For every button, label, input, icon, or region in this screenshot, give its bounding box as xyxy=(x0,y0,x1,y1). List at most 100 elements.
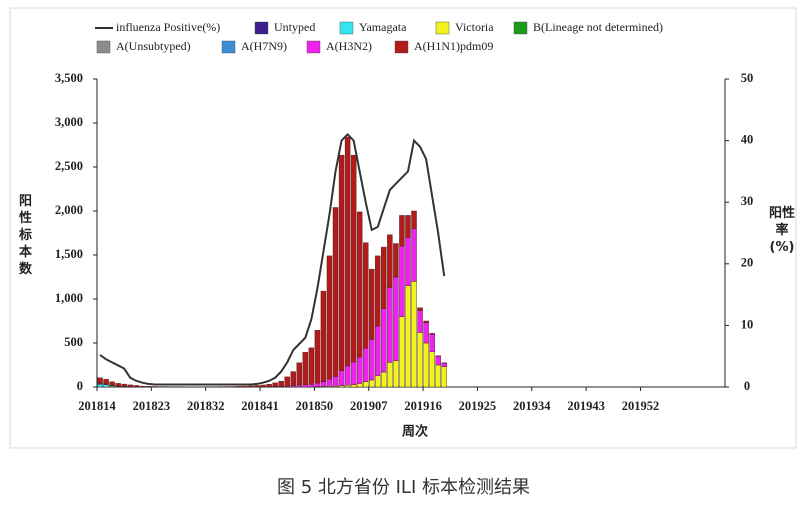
bar-segment xyxy=(109,381,115,386)
legend-swatch xyxy=(435,21,450,35)
y2-tick-label: 50 xyxy=(741,71,754,85)
bar-segment xyxy=(417,307,423,311)
chart-frame xyxy=(9,7,797,449)
bar-segment xyxy=(145,386,152,388)
bar-segment xyxy=(411,210,417,229)
bar-segment xyxy=(375,326,381,376)
legend-label: influenza Positive(%) xyxy=(116,20,220,34)
bar-segment xyxy=(254,385,260,387)
legend-label: A(Unsubtyped) xyxy=(116,39,191,53)
bar-segment xyxy=(115,383,121,387)
bar-segment xyxy=(423,322,429,344)
bar-segment xyxy=(375,375,381,388)
x-tick-label: 201934 xyxy=(513,399,551,413)
bar-segment xyxy=(381,371,387,388)
legend-label: A(H1N1)pdm09 xyxy=(414,39,493,53)
bar-segment xyxy=(338,154,345,371)
y-tick-label: 3,000 xyxy=(55,115,83,129)
bar-segment xyxy=(121,383,127,387)
bar-segment xyxy=(338,370,345,386)
y2-tick-label: 30 xyxy=(741,194,754,208)
bar-segment xyxy=(242,385,248,388)
positive-rate-line xyxy=(99,133,446,386)
legend-label: Victoria xyxy=(455,20,494,34)
bar-segment xyxy=(356,383,363,388)
y-tick-label: 0 xyxy=(77,379,83,393)
bar-segment xyxy=(381,246,387,309)
legend-label: Yamagata xyxy=(359,20,407,34)
x-tick-label: 201943 xyxy=(567,399,605,413)
bar-segment xyxy=(133,385,139,387)
bar-segment xyxy=(296,385,303,388)
bar-segment xyxy=(326,255,333,380)
x-tick-label: 201814 xyxy=(78,399,116,413)
legend-swatch xyxy=(96,40,111,54)
legend-label: A(H7N9) xyxy=(241,39,287,53)
y-tick-label: 2,000 xyxy=(55,203,83,217)
x-axis-label: 周次 xyxy=(402,424,428,440)
x-tick-label: 201841 xyxy=(241,399,279,413)
legend-swatch xyxy=(394,40,409,54)
bar-segment xyxy=(272,382,278,387)
legend-swatch xyxy=(339,21,354,35)
x-tick-label: 201916 xyxy=(404,399,442,413)
bar-segment xyxy=(441,366,447,388)
bar-segment xyxy=(290,371,296,386)
legend-swatch xyxy=(306,40,321,54)
bar-segment xyxy=(405,237,411,286)
x-tick-label: 201850 xyxy=(296,399,334,413)
bar-segment xyxy=(350,384,357,388)
bar-segment xyxy=(139,385,146,388)
bar-segment xyxy=(405,285,411,388)
bar-segment xyxy=(417,310,423,333)
bar-segment xyxy=(97,384,103,388)
y2-axis-label: 阳性率(%) xyxy=(768,206,795,255)
bar-segment xyxy=(284,376,290,387)
bar-segment xyxy=(387,287,393,363)
bar-segment xyxy=(127,384,133,387)
y-tick-label: 1,500 xyxy=(55,247,83,261)
bar-segment xyxy=(375,255,381,327)
bar-segment xyxy=(369,268,375,340)
bar-segment xyxy=(344,136,351,367)
bar-segment xyxy=(393,276,399,361)
bar-segment xyxy=(381,308,387,373)
bar-segment xyxy=(308,347,315,385)
bar-segment xyxy=(417,332,423,388)
y2-tick-label: 40 xyxy=(741,132,754,146)
bar-segment xyxy=(435,356,441,366)
x-tick-label: 201907 xyxy=(350,399,388,413)
x-tick-label: 201832 xyxy=(187,399,225,413)
caption: 图 5 北方省份 ILI 标本检测结果 xyxy=(277,477,530,498)
bar-segment xyxy=(278,380,284,387)
bar-segment xyxy=(356,211,363,358)
bar-segment xyxy=(393,360,399,388)
x-tick-label: 201925 xyxy=(459,399,497,413)
bar-segment xyxy=(97,377,103,384)
x-tick-label: 201952 xyxy=(622,399,660,413)
bar-segment xyxy=(356,356,363,384)
bar-segment xyxy=(266,383,272,387)
legend-label: B(Lineage not determined) xyxy=(533,20,663,34)
bar-segment xyxy=(429,333,435,335)
bar-segment xyxy=(350,154,357,363)
bar-segment xyxy=(320,290,327,382)
legend-swatch xyxy=(221,40,236,54)
bar-segment xyxy=(236,386,242,388)
bar-segment xyxy=(302,352,309,385)
bar-segment xyxy=(320,381,327,387)
y-tick-label: 500 xyxy=(64,335,83,349)
bar-segment xyxy=(405,215,411,238)
bar-segment xyxy=(411,228,417,282)
bar-segment xyxy=(362,381,369,388)
bar-segment xyxy=(314,330,321,384)
bar-segment xyxy=(350,361,357,386)
legend-label: Untyped xyxy=(274,20,315,34)
bar-segment xyxy=(151,386,158,388)
bar-segment xyxy=(326,378,333,387)
bar-segment xyxy=(411,281,417,388)
bar-segment xyxy=(362,242,369,349)
y-tick-label: 3,500 xyxy=(55,71,83,85)
